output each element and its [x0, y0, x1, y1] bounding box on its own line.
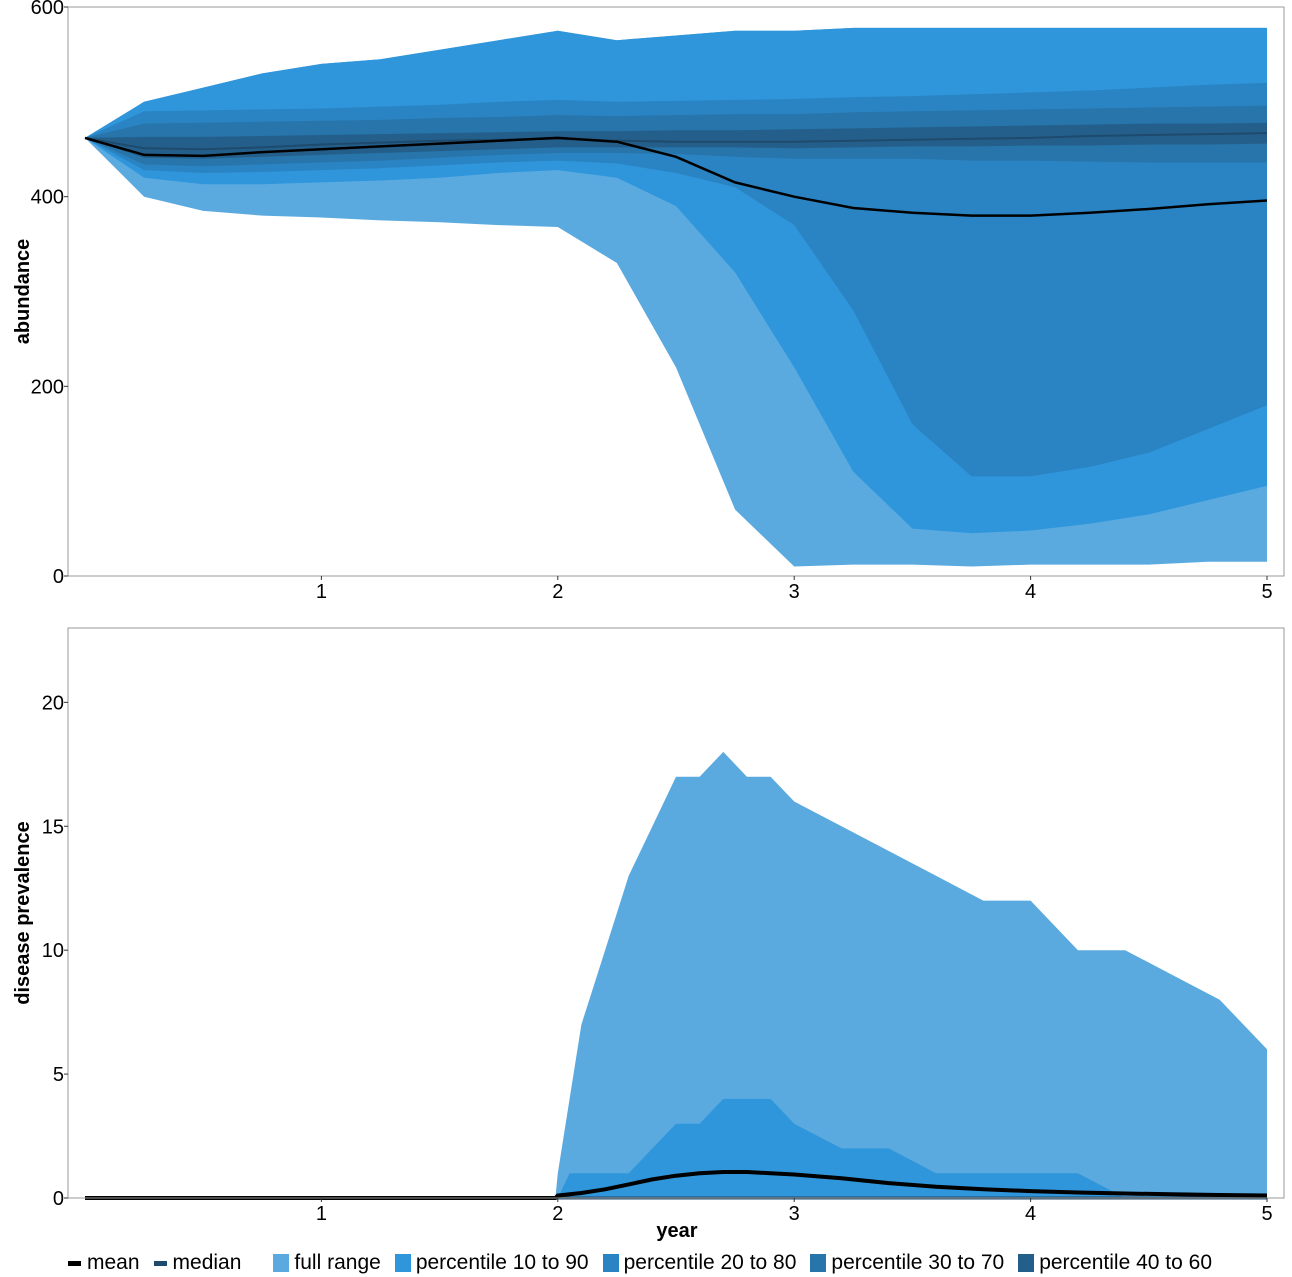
abundance-panel: 1 2 3 4 5 0 200 400 600 abundance	[12, 0, 1285, 603]
x-tick-label: 3	[789, 1203, 800, 1225]
x-tick-label: 5	[1261, 581, 1272, 603]
y-tick-label: 10	[42, 940, 64, 962]
legend-item-full-range: full range	[273, 1251, 381, 1275]
legend-item-percentile-30-to-70: percentile 30 to 70	[810, 1251, 1004, 1275]
band-percentile-10-to-90	[85, 1098, 1267, 1198]
legend-label: percentile 20 to 80	[623, 1251, 797, 1274]
y-tick-label: 20	[42, 692, 64, 714]
legend-swatch	[153, 1260, 167, 1266]
legend-swatch	[273, 1254, 290, 1272]
panel-border	[67, 6, 1285, 577]
y-tick-label: 0	[53, 566, 64, 588]
y-tick-label: 15	[42, 816, 64, 838]
y-axis-title: abundance	[12, 239, 34, 345]
band-full-range	[85, 751, 1267, 1198]
legend-label: percentile 10 to 90	[415, 1251, 589, 1274]
legend: mean median full range percentile 10 to 90 p…	[68, 1251, 1226, 1275]
legend-swatch	[1018, 1254, 1035, 1272]
y-axis-title: disease prevalence	[12, 821, 34, 1004]
y-tick-label: 400	[31, 187, 64, 209]
mean-line	[84, 136, 1268, 217]
legend-swatch	[602, 1254, 619, 1272]
y-tick-label: 0	[53, 1188, 64, 1210]
legend-swatch	[68, 1260, 81, 1266]
x-tick-label: 4	[1025, 581, 1036, 603]
x-axis-title: year	[656, 1220, 697, 1242]
y-tick-label: 200	[31, 376, 64, 398]
legend-label: median	[172, 1251, 242, 1274]
legend-label: mean	[87, 1251, 140, 1274]
disease-prevalence-panel: 1 2 3 4 5 0 5 10 15 20 disease prevalence year	[12, 627, 1285, 1242]
median-line	[84, 132, 1268, 151]
x-tick-label: 5	[1261, 1203, 1272, 1225]
mean-line	[85, 1170, 1268, 1200]
x-tick-label: 1	[316, 581, 327, 603]
band-percentile-20-to-80	[85, 82, 1267, 477]
y-tick-label: 600	[31, 0, 64, 19]
legend-label: percentile 40 to 60	[1039, 1251, 1212, 1274]
panel-border	[67, 627, 1285, 1199]
legend-item-median: median	[153, 1251, 242, 1275]
x-tick-label: 2	[552, 581, 563, 603]
x-tick-label: 2	[552, 1203, 563, 1225]
x-tick-label: 3	[789, 581, 800, 603]
legend-swatch	[810, 1254, 827, 1272]
y-tick-label: 5	[53, 1064, 64, 1086]
legend-label: percentile 30 to 70	[831, 1251, 1005, 1274]
legend-item-percentile-40-to-60: percentile 40 to 60	[1018, 1251, 1212, 1275]
legend-swatch	[394, 1254, 411, 1272]
legend-item-percentile-20-to-80: percentile 20 to 80	[602, 1251, 797, 1275]
x-tick-label: 4	[1025, 1203, 1036, 1225]
legend-item-mean: mean	[68, 1251, 140, 1275]
legend-item-percentile-10-to-90: percentile 10 to 90	[394, 1251, 589, 1275]
legend-label: full range	[294, 1251, 381, 1274]
x-tick-label: 1	[316, 1203, 327, 1225]
